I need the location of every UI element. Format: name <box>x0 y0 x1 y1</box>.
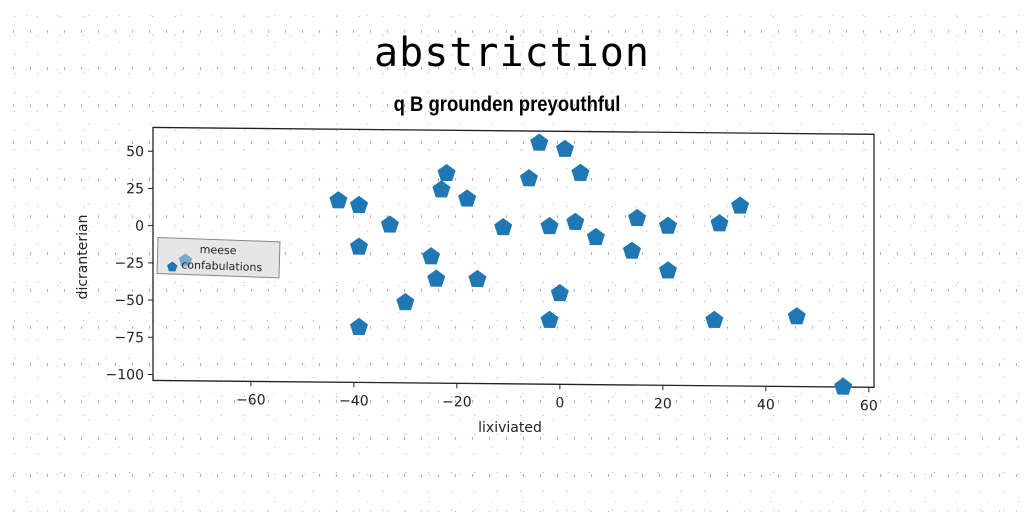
x-tick-label: −60 <box>236 392 266 408</box>
x-axis-label: lixiviated <box>478 420 542 436</box>
y-tick-label: 25 <box>126 181 144 197</box>
data-point <box>556 139 574 157</box>
data-point <box>494 217 513 236</box>
data-point <box>427 269 446 287</box>
y-tick-label: 0 <box>135 219 144 235</box>
plot-frame <box>152 126 875 388</box>
y-axis-label: dicranterian <box>75 215 91 300</box>
legend-marker-meese <box>178 253 193 267</box>
x-tick-label: 60 <box>860 398 878 414</box>
legend-box <box>156 236 281 279</box>
data-point <box>350 237 368 255</box>
legend-marker-confabulations <box>167 261 178 272</box>
y-tick-label: −25 <box>114 256 144 272</box>
chart-title: abstriction <box>374 30 650 76</box>
x-tick-label: 20 <box>654 396 672 412</box>
data-point <box>566 212 585 231</box>
data-point <box>659 216 677 234</box>
data-point <box>530 133 549 151</box>
y-tick-label: −50 <box>114 293 144 309</box>
data-point <box>622 241 641 259</box>
data-point <box>550 284 569 302</box>
y-tick-label: −75 <box>114 330 144 346</box>
x-tick-label: 40 <box>757 397 775 413</box>
data-point <box>571 163 590 181</box>
data-point <box>519 169 538 187</box>
data-point <box>628 208 647 227</box>
data-point <box>396 292 415 311</box>
data-point <box>329 191 348 209</box>
data-point <box>586 227 605 246</box>
y-tick-label: −100 <box>106 367 144 383</box>
data-point <box>731 196 750 214</box>
data-point <box>350 317 368 336</box>
data-point <box>350 195 368 214</box>
legend-label-meese: meese <box>200 243 237 257</box>
chart-subtitle: q B grounden preyouthful <box>393 93 621 116</box>
data-point <box>834 377 853 395</box>
data-point <box>787 307 806 325</box>
data-point <box>659 261 677 279</box>
data-point <box>432 180 451 198</box>
x-tick-label: −40 <box>339 393 369 409</box>
data-point <box>705 310 724 329</box>
data-point <box>422 247 441 265</box>
data-point <box>458 189 477 207</box>
x-tick-label: −20 <box>442 394 472 410</box>
data-point <box>437 163 456 182</box>
data-point <box>468 269 487 288</box>
y-tick-label: 50 <box>126 144 144 160</box>
data-point <box>380 215 399 233</box>
x-tick-label: 0 <box>555 395 564 411</box>
data-point <box>540 310 559 328</box>
data-point <box>540 216 559 235</box>
data-point <box>710 214 729 232</box>
legend-label-confabulations: confabulations <box>181 258 262 274</box>
